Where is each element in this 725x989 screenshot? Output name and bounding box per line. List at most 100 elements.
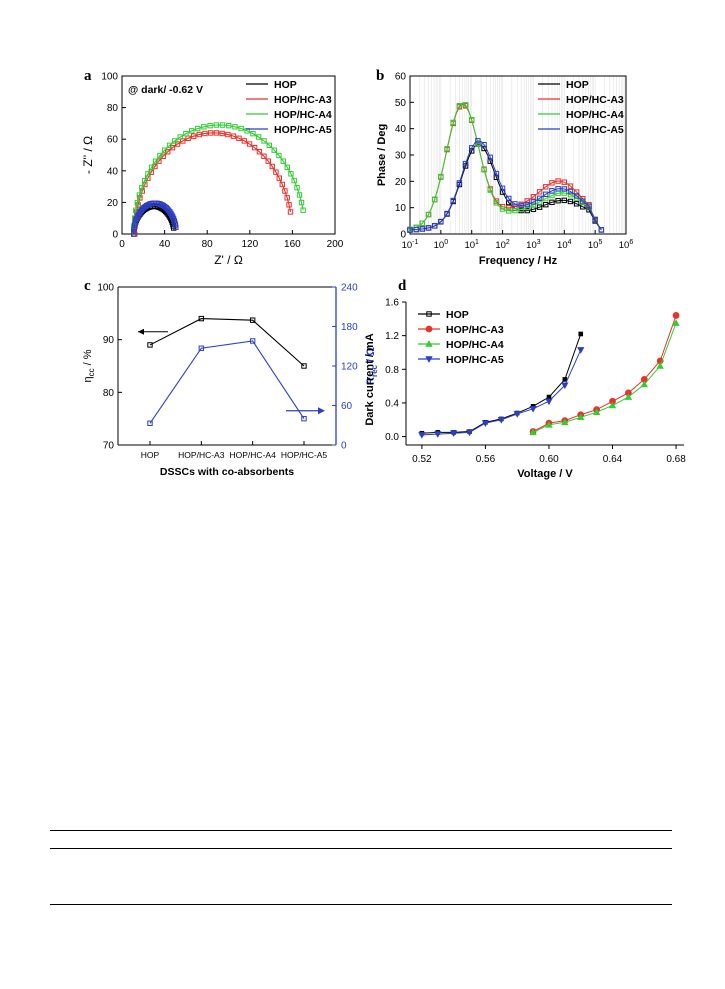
panel-a-point bbox=[230, 133, 237, 139]
panel-b-point bbox=[425, 225, 432, 231]
panel-d-series-line bbox=[532, 322, 677, 433]
panel-b-point bbox=[475, 141, 481, 147]
panel-b-series-1 bbox=[407, 141, 605, 233]
panel-d-ytick-label: 1.2 bbox=[385, 331, 399, 342]
panel-a-ytick-label: 20 bbox=[107, 198, 119, 209]
panel-b-point bbox=[536, 204, 543, 210]
panel-a-point bbox=[269, 163, 275, 170]
panel-b-point bbox=[481, 167, 487, 173]
panel-a-point bbox=[300, 207, 306, 213]
panel-a-series-4 bbox=[131, 200, 179, 237]
panel-b-point bbox=[567, 192, 574, 198]
panel-d-point bbox=[497, 416, 505, 424]
panel-c-ylabel-right: Rrec / Ω bbox=[365, 347, 379, 385]
panel-b-point bbox=[506, 205, 512, 211]
panel-b-point bbox=[407, 227, 413, 233]
panel-a-point bbox=[145, 171, 151, 177]
panel-a-point bbox=[202, 130, 208, 137]
panel-b-point bbox=[419, 220, 426, 226]
panel-d-point bbox=[577, 413, 585, 421]
panel-c-point bbox=[249, 338, 256, 344]
panel-b-point bbox=[413, 226, 419, 233]
panel-b-point bbox=[530, 199, 537, 205]
panel-a-point bbox=[280, 158, 286, 164]
panel-d-point bbox=[545, 420, 553, 428]
panel-a-point bbox=[294, 184, 300, 191]
table-rule-top bbox=[50, 830, 672, 831]
panel-a-xtick-label: 80 bbox=[202, 239, 214, 250]
panel-c-ytick-left-label: 100 bbox=[97, 283, 114, 294]
panel-b-point bbox=[536, 199, 543, 205]
panel-b-point bbox=[493, 170, 500, 177]
panel-a-point bbox=[172, 138, 178, 144]
panel-a-point bbox=[174, 141, 181, 147]
panel-b-point bbox=[469, 116, 475, 123]
panel-b-series-line bbox=[409, 140, 602, 231]
panel-b-xtick-label: 102 bbox=[495, 239, 510, 251]
panel-b-point bbox=[431, 196, 438, 203]
panel-d-point bbox=[672, 319, 680, 326]
panel-d-point bbox=[656, 362, 664, 369]
panel-b-point bbox=[512, 207, 518, 214]
panel-b-point bbox=[567, 188, 574, 195]
panel-c-point bbox=[301, 415, 307, 422]
panel-d-ytick-label: 0.0 bbox=[385, 432, 399, 443]
panel-a-point bbox=[246, 141, 253, 147]
panel-b-ytick-label: 10 bbox=[395, 203, 407, 214]
panel-a-xlabel: Z' / Ω bbox=[214, 253, 243, 267]
panel-b-ylabel: Phase / Deg bbox=[376, 124, 388, 186]
panel-a-point bbox=[291, 177, 297, 184]
panel-b-point bbox=[549, 199, 555, 206]
panel-b-point bbox=[598, 227, 605, 233]
panel-c-xtick-label: HOP/HC-A3 bbox=[178, 450, 225, 460]
panel-b-point bbox=[530, 194, 537, 200]
panel-c-series-line bbox=[149, 318, 305, 367]
panel-b-xtick-label: 103 bbox=[526, 239, 541, 251]
panel-b-xtick-label: 104 bbox=[557, 239, 572, 251]
panel-b-point bbox=[592, 216, 598, 223]
panel-d-legend-label: HOP/HC-A3 bbox=[446, 324, 504, 336]
panel-a-point bbox=[165, 149, 171, 155]
panel-a-point bbox=[284, 164, 290, 171]
panel-b-ytick-label: 30 bbox=[395, 151, 407, 162]
panel-a-legend-label: HOP/HC-A5 bbox=[274, 124, 332, 136]
panel-b-bode-phase: b 10-1 100 101 102 103 104 105 106 0 10 20 30 40 50 60 F… bbox=[376, 68, 633, 267]
panel-b-point bbox=[555, 186, 561, 192]
panel-d-point bbox=[624, 393, 633, 400]
panel-a-point bbox=[136, 192, 143, 198]
panel-b-series-2 bbox=[407, 103, 605, 233]
panel-b-point bbox=[487, 187, 493, 193]
panel-a-point bbox=[148, 164, 155, 171]
panel-b-label: b bbox=[376, 68, 384, 84]
panel-a-series-3 bbox=[131, 122, 306, 237]
panel-a-point bbox=[288, 171, 294, 177]
panel-b-point bbox=[524, 207, 530, 214]
panel-d-xtick-label: 0.60 bbox=[539, 454, 559, 465]
panel-c-xtick-label: HOP/HC-A5 bbox=[281, 450, 328, 460]
panel-b-point bbox=[530, 202, 537, 208]
panel-b-point bbox=[444, 146, 450, 152]
panel-b-point bbox=[524, 201, 530, 208]
panel-d-point bbox=[608, 401, 617, 409]
panel-b-ytick-label: 0 bbox=[400, 230, 406, 241]
panel-d-point bbox=[672, 312, 680, 319]
panel-c-series-line bbox=[149, 340, 305, 424]
panel-b-point bbox=[549, 188, 555, 194]
panel-d-ylabel: Dark current / mA bbox=[364, 333, 376, 425]
panel-b-ytick-label: 50 bbox=[395, 98, 407, 109]
panel-a-xtick-label: 40 bbox=[159, 239, 171, 250]
panel-b-point bbox=[450, 197, 456, 204]
panel-a-point bbox=[173, 224, 179, 230]
panel-c-left-arrowhead-icon bbox=[138, 328, 144, 335]
panel-a-point bbox=[196, 131, 202, 138]
panel-d-xtick-label: 0.64 bbox=[603, 454, 623, 465]
panel-c-ytick-left-label: 80 bbox=[103, 388, 115, 399]
panel-d-ytick-label: 0.8 bbox=[385, 365, 399, 376]
panel-d-point bbox=[561, 418, 569, 426]
panel-a-point bbox=[298, 199, 305, 206]
panel-a-point bbox=[207, 122, 213, 129]
panel-d-xtick-label: 0.56 bbox=[476, 454, 496, 465]
panel-a-point bbox=[256, 149, 263, 155]
panel-c-xtick-label: HOP bbox=[141, 450, 160, 460]
panel-a-point bbox=[177, 134, 183, 140]
